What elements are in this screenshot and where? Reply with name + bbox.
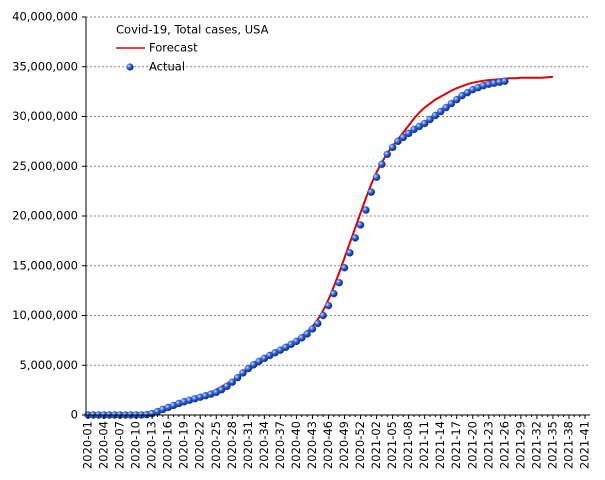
x-tick-label: 2020-40 [289,421,303,469]
x-tick-label: 2020-25 [209,421,223,469]
actual-point [378,160,386,169]
y-tick-label: 30,000,000 [12,109,78,123]
actual-point [217,385,226,394]
legend-swatch [126,63,134,71]
y-tick-label: 5,000,000 [19,358,78,372]
legend-label: Forecast [149,41,198,55]
actual-point [431,111,440,120]
actual-point [292,337,301,346]
x-tick-label: 2021-14 [433,421,447,469]
x-tick-label: 2020-22 [193,421,207,469]
actual-point [356,221,365,229]
x-tick-label: 2020-43 [305,421,319,469]
actual-point [452,95,461,104]
actual-point [319,311,327,320]
x-tick-label: 2021-38 [561,421,575,469]
actual-point [228,378,237,386]
y-tick-label: 10,000,000 [12,308,78,322]
x-tick-label: 2021-23 [481,421,495,469]
x-tick-label: 2020-04 [97,421,111,469]
actual-point [223,382,231,391]
actual-point [367,188,375,196]
y-tick-label: 15,000,000 [12,258,78,272]
actual-point [351,234,359,242]
actual-point [436,107,445,116]
actual-point [362,206,370,214]
y-tick-label: 0 [71,408,78,422]
x-tick-label: 2021-02 [369,421,383,469]
grid [86,16,590,366]
y-tick-label: 25,000,000 [12,159,78,173]
x-tick-label: 2020-28 [225,421,239,469]
x-tick-label: 2021-20 [465,421,479,469]
x-tick-label: 2020-49 [337,421,351,469]
actual-point [447,99,456,108]
actual-point [442,103,450,112]
actual-point [308,325,317,333]
x-tick-label: 2021-29 [513,421,527,469]
x-tick-label: 2020-46 [321,421,335,469]
actual-point [388,143,397,152]
legend: Forecast Actual [116,41,198,74]
forecast-line [88,75,554,416]
legend-label: Actual [149,60,185,74]
x-tick-label: 2020-16 [161,421,175,469]
x-tick-label: 2020-31 [241,421,255,469]
actual-point [404,129,413,138]
y-tick-label: 40,000,000 [12,10,78,24]
x-tick-label: 2020-52 [353,421,367,469]
legend-title: Covid-19, Total cases, USA [116,23,269,37]
x-tick-label: 2020-10 [129,421,143,469]
actual-point [239,369,247,377]
actual-point [501,77,509,85]
x-tick-label: 2020-13 [145,421,159,469]
actual-point [399,133,408,142]
actual-point [298,334,306,342]
x-tick-label: 2020-34 [257,421,271,469]
x-tick-label: 2021-11 [417,421,431,469]
x-tick-label: 2021-35 [545,421,559,469]
actual-point [394,137,402,146]
actual-point [420,119,429,128]
marks [84,75,554,419]
actual-point [335,278,343,287]
x-tick-label: 2021-05 [385,421,399,469]
actual-point [249,361,258,369]
y-tick-label: 20,000,000 [12,209,78,223]
actual-point [340,263,349,272]
x-tick-label: 2021-26 [497,421,511,469]
x-tick-label: 2020-01 [81,421,95,469]
y-tick-label: 35,000,000 [12,59,78,73]
actual-point [372,173,381,181]
actual-point [330,289,338,298]
x-tick-label: 2020-19 [177,421,191,469]
x-tick-label: 2020-37 [273,421,287,469]
x-tick-label: 2020-07 [113,421,127,469]
actual-point [324,301,333,310]
actual-point [314,319,322,328]
actual-point [346,249,354,257]
actual-point [233,373,242,382]
x-tick-label: 2021-41 [578,421,592,469]
actual-point [303,330,311,338]
x-tick-label: 2021-08 [401,421,415,469]
actual-point [426,115,434,124]
actual-point [383,150,392,159]
x-tick-label: 2021-32 [529,421,543,469]
actual-point [244,364,253,373]
x-tick-label: 2021-17 [449,421,463,469]
